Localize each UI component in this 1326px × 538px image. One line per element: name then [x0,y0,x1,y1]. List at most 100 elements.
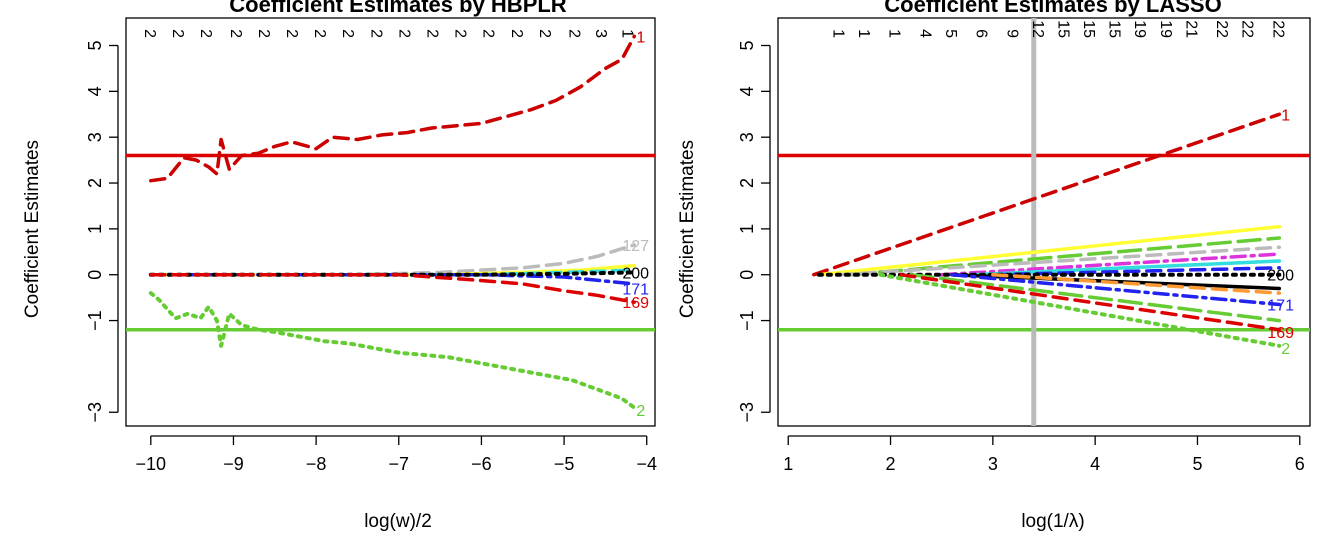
y-tick-label: 5 [737,40,757,50]
x-tick-label: 5 [1192,454,1202,474]
y-tick-label: 3 [737,132,757,142]
y-tick-label: 0 [85,270,105,280]
y-tick-label: −1 [85,310,105,331]
series-line-169 [149,272,637,304]
panel-hbplr: Coefficient Estimates by HBPLR log(w)/2 … [22,0,657,532]
top-axis-label: 1 [829,29,846,38]
series-end-label: 169 [622,295,649,312]
top-axis-label: 5 [942,29,959,38]
x-tick-label: −7 [389,454,410,474]
top-axis-label: 21 [1182,20,1199,38]
x-tick-label: −5 [554,454,575,474]
x-tick-label: 3 [988,454,998,474]
panel-lasso: Coefficient Estimates by LASSO log(1/λ) … [677,0,1311,532]
y-tick-label: 0 [737,270,757,280]
y-tick-label: 2 [85,178,105,188]
top-axis-label: 1 [855,29,872,38]
x-tick-label: −4 [636,454,657,474]
y-tick-label: 2 [737,178,757,188]
top-axis-label: 2 [141,29,158,38]
x-tick-label: 6 [1295,454,1305,474]
x-tick-label: −10 [136,454,167,474]
x-tick-label: 4 [1090,454,1100,474]
series-line-2 [148,291,637,410]
series-line-2 [878,272,1282,348]
top-axis-label: 22 [1239,20,1256,38]
top-axis-label: 2 [566,29,583,38]
series-end-label: 1 [636,29,645,46]
y-tick-label: −3 [85,402,105,423]
series-line-green-b [909,272,1282,323]
x-tick-label: 2 [886,454,896,474]
top-axis-label: 15 [1106,20,1123,38]
top-axis-label: 12 [1029,20,1046,38]
top-axis-label: 2 [508,29,525,38]
series-end-label: 200 [1267,268,1294,285]
y-tick-label: 1 [85,224,105,234]
y-axis-label: Coefficient Estimates [677,140,698,318]
top-axis-label: 2 [423,29,440,38]
plot-frame [125,17,656,427]
top-axis-label: 22 [1269,20,1286,38]
top-axis-label: 9 [1003,29,1020,38]
top-axis-label: 2 [227,29,244,38]
top-axis-label: 2 [452,29,469,38]
top-axis-label: 2 [255,29,272,38]
series-line-magenta [939,252,1282,277]
series-line-grey-a [837,245,1282,277]
top-axis-label: 2 [367,29,384,38]
series-end-label: 171 [1267,298,1294,315]
top-axis-label: 2 [169,29,186,38]
y-tick-label: 4 [85,86,105,96]
top-axis-label: 2 [197,29,214,38]
x-axis-label: log(1/λ) [1021,511,1084,532]
series-line-1 [149,34,637,183]
y-tick-label: 4 [737,86,757,96]
x-tick-label: −8 [306,454,327,474]
chart-title: Coefficient Estimates by HBPLR [229,0,567,17]
x-tick-label: −6 [471,454,492,474]
series-line-1 [812,112,1282,277]
series-end-label: 171 [622,281,649,298]
series-end-label: 1 [1281,107,1290,124]
top-axis-label: 19 [1131,20,1148,38]
top-axis-label: 2 [536,29,553,38]
plot-frame [777,17,1311,427]
y-axis-label: Coefficient Estimates [22,140,43,318]
x-tick-label: −9 [223,454,244,474]
top-axis-label: 1 [886,29,903,38]
series-line-171 [950,272,1282,307]
series-line-green-a [847,236,1282,277]
top-axis-label: 3 [592,29,609,38]
y-tick-label: −1 [737,310,757,331]
series-end-label: 2 [1281,341,1290,358]
series-end-label: 200 [622,265,649,282]
top-axis-label: 1 [619,29,636,38]
top-axis-label: 2 [395,29,412,38]
top-axis-label: 4 [916,29,933,38]
series-line-169 [899,272,1282,332]
top-axis-label: 2 [339,29,356,38]
y-tick-label: 1 [737,224,757,234]
top-axis-label: 2 [480,29,497,38]
top-axis-label: 2 [283,29,300,38]
series-line-yellow [817,224,1282,277]
top-axis-label: 19 [1157,20,1174,38]
x-tick-label: 1 [783,454,793,474]
y-tick-label: 5 [85,40,105,50]
top-axis-label: 6 [973,29,990,38]
y-tick-label: 3 [85,132,105,142]
top-axis-label: 22 [1213,20,1230,38]
chart-title: Coefficient Estimates by LASSO [884,0,1221,17]
y-tick-label: −3 [737,402,757,423]
top-axis-label: 2 [311,29,328,38]
series-end-label: 127 [622,238,649,255]
top-axis-label: 15 [1080,20,1097,38]
series-line-blue-a [991,266,1282,277]
x-axis-label: log(w)/2 [364,511,432,532]
top-axis-label: 15 [1054,20,1071,38]
series-line-orange [991,272,1282,295]
series-end-label: 169 [1267,325,1294,342]
series-end-label: 2 [636,403,645,420]
